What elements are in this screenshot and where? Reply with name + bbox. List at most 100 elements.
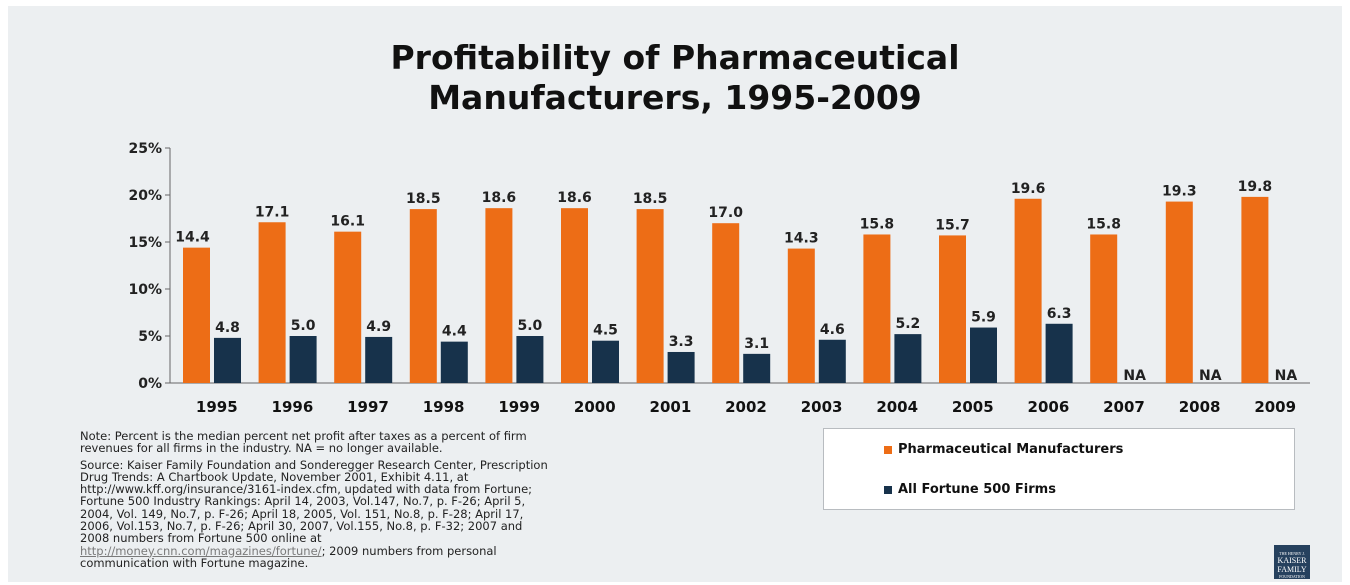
data-label-pharma: 19.8 — [1238, 179, 1273, 195]
bar-pharma — [1165, 201, 1193, 383]
data-label-pharma: 14.4 — [175, 230, 210, 246]
bar-fortune — [667, 351, 695, 383]
x-tick-label: 2001 — [650, 398, 692, 416]
y-tick-label: 10% — [128, 282, 162, 298]
data-label-fortune: 4.4 — [442, 324, 467, 340]
x-tick-label: 2008 — [1179, 398, 1221, 416]
legend-label-fortune: All Fortune 500 Firms — [898, 482, 1056, 497]
y-tick-label: 20% — [128, 188, 162, 204]
bar-pharma — [183, 247, 210, 383]
logo-line-1: THE HENRY J. — [1279, 551, 1305, 556]
bar-pharma — [712, 223, 740, 383]
x-tick-label: 2006 — [1028, 398, 1070, 416]
logo-line-3: FAMILY — [1277, 565, 1307, 574]
x-tick-label: 2005 — [952, 398, 994, 416]
data-label-pharma: 19.6 — [1011, 181, 1046, 197]
x-tick-label: 2000 — [574, 398, 616, 416]
data-label-fortune: 5.2 — [895, 316, 920, 332]
bar-pharma — [863, 234, 891, 383]
data-label-pharma: 18.5 — [406, 191, 441, 207]
legend-swatch-fortune — [884, 485, 892, 494]
legend-label-pharma: Pharmaceutical Manufacturers — [898, 442, 1124, 457]
data-label-pharma: 19.3 — [1162, 184, 1197, 200]
data-label-pharma: 17.1 — [255, 204, 290, 220]
fortune-link[interactable]: http://money.cnn.com/magazines/fortune/ — [80, 543, 322, 558]
bar-pharma — [561, 208, 588, 383]
logo-line-4: FOUNDATION — [1279, 574, 1305, 579]
x-tick-label: 1995 — [196, 398, 238, 416]
bar-fortune — [592, 340, 619, 383]
bar-fortune — [440, 341, 468, 383]
data-label-pharma: 18.6 — [557, 190, 592, 206]
data-label-pharma: 15.8 — [860, 216, 895, 232]
kaiser-logo: THE HENRY J. KAISER FAMILY FOUNDATION — [1274, 545, 1310, 579]
bar-fortune — [214, 337, 241, 383]
note-text: Note: Percent is the median percent net … — [80, 429, 527, 456]
chart-title-line-2: Manufacturers, 1995-2009 — [428, 78, 922, 117]
data-label-fortune: 4.5 — [593, 323, 618, 339]
legend-item-pharma: Pharmaceutical Manufacturers — [884, 442, 1123, 457]
data-label-fortune: 5.0 — [291, 318, 316, 334]
x-tick-label: 2009 — [1254, 398, 1296, 416]
legend-item-fortune: All Fortune 500 Firms — [884, 482, 1056, 497]
bar-pharma — [485, 208, 513, 383]
bar-pharma — [258, 222, 286, 383]
data-label-pharma: 18.6 — [482, 190, 517, 206]
data-label-fortune: 3.3 — [669, 334, 694, 350]
data-label-fortune: 5.9 — [971, 310, 996, 326]
bar-fortune — [970, 327, 997, 383]
y-tick-label: 5% — [138, 329, 162, 345]
bar-pharma — [1241, 196, 1269, 383]
source-body: Source: Kaiser Family Foundation and Son… — [80, 457, 548, 546]
y-tick-label: 15% — [128, 235, 162, 251]
legend: Pharmaceutical Manufacturers All Fortune… — [823, 428, 1295, 510]
source-end: ; 2009 numbers from personal communicati… — [80, 543, 497, 570]
bar-fortune — [516, 336, 544, 383]
x-tick-label: 1999 — [498, 398, 540, 416]
data-label-fortune: NA — [1199, 368, 1222, 384]
bar-pharma — [787, 248, 815, 383]
data-label-pharma: 15.8 — [1086, 216, 1121, 232]
data-label-fortune: 4.8 — [215, 320, 240, 336]
data-label-fortune: 5.0 — [517, 318, 542, 334]
x-tick-label: 2007 — [1103, 398, 1145, 416]
bar-chart: 0% 5% 10% 15% 20% 25% 14.4 4.8 1995 17.1 5.0 1996 16… — [128, 141, 1310, 416]
data-label-pharma: 14.3 — [784, 231, 819, 247]
data-label-fortune: 6.3 — [1047, 306, 1072, 322]
y-tick-label: 0% — [138, 376, 162, 392]
data-label-fortune: 4.9 — [366, 319, 391, 335]
data-label-pharma: 18.5 — [633, 191, 668, 207]
x-tick-label: 1997 — [347, 398, 389, 416]
bar-fortune — [743, 353, 771, 383]
bar-fortune — [894, 334, 922, 383]
bar-pharma — [1014, 198, 1042, 383]
bar-pharma — [1090, 234, 1118, 383]
data-label-pharma: 17.0 — [708, 205, 743, 221]
chart-title: Profitability of Pharmaceutical Manufact… — [0, 38, 1350, 118]
data-label-pharma: 16.1 — [330, 214, 365, 230]
bar-pharma — [409, 209, 437, 383]
bar-fortune — [1045, 323, 1073, 383]
legend-swatch-pharma — [884, 445, 892, 454]
bar-fortune — [289, 336, 317, 383]
footnotes: Note: Percent is the median percent net … — [80, 430, 740, 573]
data-label-fortune: NA — [1275, 368, 1298, 384]
logo-line-2: KAISER — [1277, 556, 1307, 565]
bar-fortune — [365, 336, 393, 383]
bar-fortune — [818, 339, 846, 383]
chart-title-line-1: Profitability of Pharmaceutical — [390, 38, 960, 77]
data-label-fortune: 4.6 — [820, 322, 845, 338]
x-tick-label: 2004 — [876, 398, 918, 416]
source-text: Source: Kaiser Family Foundation and Son… — [80, 457, 740, 570]
x-tick-label: 1998 — [423, 398, 465, 416]
data-label-fortune: 3.1 — [744, 336, 769, 352]
bar-pharma — [636, 209, 664, 383]
x-tick-label: 2003 — [801, 398, 843, 416]
data-label-pharma: 15.7 — [935, 217, 970, 233]
bar-pharma — [334, 231, 362, 383]
x-tick-label: 2002 — [725, 398, 767, 416]
y-tick-label: 25% — [128, 141, 162, 157]
bar-pharma — [939, 235, 966, 383]
data-label-fortune: NA — [1123, 368, 1146, 384]
x-tick-label: 1996 — [272, 398, 314, 416]
